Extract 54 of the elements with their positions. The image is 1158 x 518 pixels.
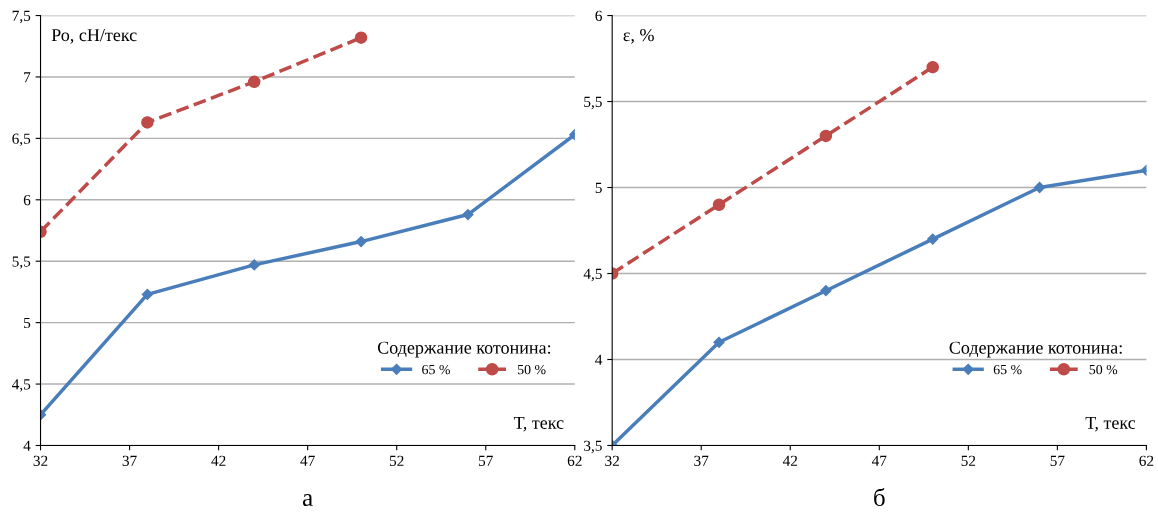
point (820, 285, 832, 297)
x-tick-label: 52 (389, 455, 404, 466)
point (819, 129, 833, 143)
point (248, 259, 260, 271)
x-tick-label: 42 (782, 455, 798, 466)
point (141, 288, 153, 300)
point (926, 60, 939, 74)
legend-label: 65 % (422, 364, 451, 375)
x-axis-title: Т, текс (1085, 416, 1136, 432)
x-tick-label: 32 (605, 455, 619, 466)
legend-label: 50 % (517, 364, 546, 375)
y-tick-label: 6 (595, 10, 602, 21)
x-tick-label: 62 (1139, 455, 1154, 466)
y-tick-label: 6,5 (12, 133, 31, 147)
point (247, 75, 261, 89)
legend-label: 50 % (1089, 364, 1118, 375)
x-tick-label: 47 (871, 455, 887, 466)
x-tick-label: 52 (961, 455, 976, 466)
legend-label: 65 % (993, 364, 1022, 375)
y-axis-title: ε, % (623, 28, 654, 44)
text: б (874, 487, 885, 507)
point (355, 235, 367, 248)
point (712, 198, 726, 211)
y-tick-label: 7 (24, 72, 31, 83)
text: а (302, 494, 313, 507)
x-axis-title: Т, текс (513, 416, 564, 432)
x-tick-label: 32 (33, 455, 48, 466)
point (462, 208, 474, 221)
y-axis-title: Ро, сН/текс (51, 29, 137, 44)
y-tick-label: 4 (595, 354, 603, 365)
x-tick-label: 47 (300, 455, 315, 466)
y-tick-label: 7,5 (12, 10, 31, 24)
x-tick-label: 42 (211, 455, 226, 466)
legend-title: Содержание котонина: (949, 341, 1122, 358)
x-tick-label: 62 (567, 455, 582, 466)
x-tick-label: 37 (122, 455, 137, 466)
y-tick-label: 4,5 (583, 268, 602, 282)
y-tick-label: 5,5 (584, 96, 602, 110)
y-tick-label: 5 (24, 317, 31, 329)
legend-title: Содержание котонина: (377, 341, 551, 358)
y-tick-label: 5 (595, 182, 602, 193)
y-tick-label: 4 (23, 440, 31, 451)
y-tick-label: 6 (23, 194, 31, 206)
point (141, 116, 154, 129)
y-tick-label: 3,5 (584, 440, 602, 454)
point (713, 336, 725, 348)
point (354, 31, 368, 44)
y-tick-label: 5,5 (12, 256, 31, 269)
x-tick-label: 57 (1050, 455, 1065, 466)
x-tick-label: 57 (478, 455, 493, 466)
y-tick-label: 4,5 (12, 379, 31, 392)
point (1033, 181, 1046, 194)
x-tick-label: 37 (694, 455, 709, 466)
point (927, 233, 939, 245)
